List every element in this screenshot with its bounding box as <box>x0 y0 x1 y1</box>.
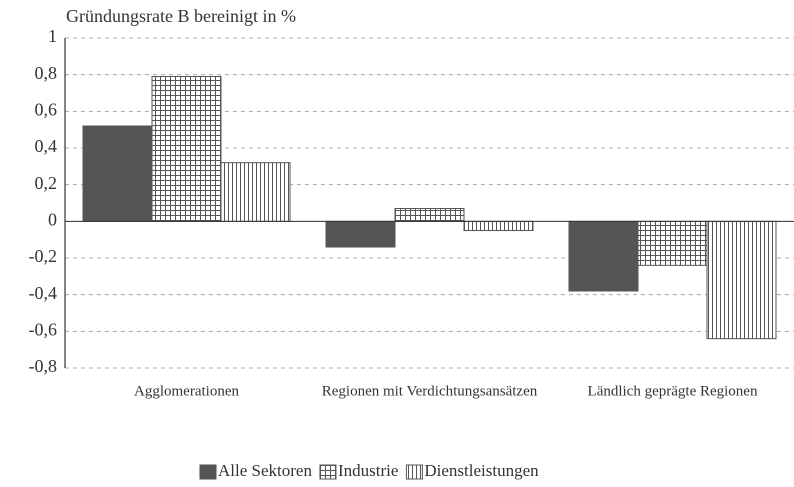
legend-swatch <box>199 464 217 480</box>
x-tick-label: Regionen mit Verdichtungsansätzen <box>322 383 538 399</box>
legend-label: Industrie <box>338 461 398 480</box>
legend-swatch <box>319 464 337 480</box>
x-tick-label: Agglomerationen <box>134 383 239 399</box>
bar <box>220 162 291 222</box>
y-tick-label: 0 <box>48 209 57 229</box>
y-tick-label: -0,4 <box>29 283 58 303</box>
y-tick-label: 0,6 <box>35 99 58 119</box>
bar <box>325 220 396 248</box>
y-tick-label: -0,6 <box>29 319 58 339</box>
y-tick-label: 0,8 <box>35 63 58 83</box>
bar <box>706 220 777 340</box>
y-tick-label: 0,2 <box>35 173 58 193</box>
y-axis-label: Gründungsrate B bereinigt in % <box>66 6 296 26</box>
y-tick-label: 1 <box>48 26 57 46</box>
bar <box>463 220 534 231</box>
legend-label: Dienstleistungen <box>424 461 539 480</box>
bar <box>151 76 222 222</box>
legend-label: Alle Sektoren <box>218 461 312 480</box>
y-tick-label: -0,8 <box>29 356 58 376</box>
bar <box>394 208 465 222</box>
bar <box>82 125 153 222</box>
bar <box>568 220 639 292</box>
x-tick-label: Ländlich geprägte Regionen <box>588 383 758 399</box>
y-tick-label: -0,2 <box>29 246 58 266</box>
legend-swatch <box>405 464 423 480</box>
y-tick-label: 0,4 <box>35 136 58 156</box>
bar <box>637 220 708 266</box>
